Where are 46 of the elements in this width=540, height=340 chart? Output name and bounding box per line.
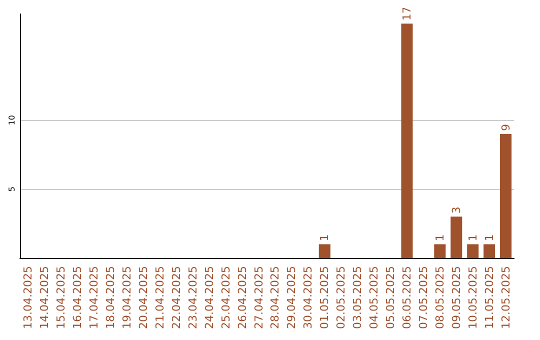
x-tick-label: 29.04.2025 [285, 266, 298, 330]
x-tick-label: 07.05.2025 [416, 266, 430, 330]
x-tick-label: 08.05.2025 [433, 266, 446, 330]
x-tick-label: 18.04.2025 [104, 266, 118, 330]
x-tick-label: 16.04.2025 [71, 266, 84, 330]
x-tick-label: 17.04.2025 [88, 266, 101, 330]
bar [318, 244, 330, 258]
x-tick-label: 01.05.2025 [318, 266, 332, 330]
x-tick-label: 30.04.2025 [302, 266, 315, 330]
x-tick-label: 03.05.2025 [351, 266, 364, 330]
x-tick-label: 09.05.2025 [450, 266, 463, 330]
data-label: 1 [482, 234, 496, 242]
x-tick-label: 10.05.2025 [466, 266, 480, 330]
x-tick-label: 24.04.2025 [202, 266, 216, 330]
data-label: 1 [318, 234, 332, 242]
y-tick-label: 5 [8, 186, 16, 192]
x-tick-label: 04.05.2025 [368, 266, 381, 330]
bar [484, 244, 496, 258]
x-tick-label: 02.05.2025 [334, 266, 348, 330]
x-tick-label: 06.05.2025 [400, 266, 414, 330]
bar [401, 24, 413, 258]
x-tick-label: 19.04.2025 [120, 266, 134, 330]
x-tick-label: 15.04.2025 [54, 266, 68, 330]
x-tick-label: 14.04.2025 [38, 266, 52, 330]
x-tick-label: 05.05.2025 [384, 266, 397, 330]
x-tick-label: 12.05.2025 [499, 266, 512, 330]
x-tick-label: 28.04.2025 [268, 266, 282, 330]
x-tick-label: 27.04.2025 [252, 266, 266, 330]
x-tick-label: 23.04.2025 [186, 266, 200, 330]
data-label: 17 [400, 6, 414, 21]
x-tick-label: 20.04.2025 [137, 266, 150, 330]
x-tick-label: 13.04.2025 [22, 266, 35, 330]
data-label: 9 [499, 124, 512, 131]
data-label: 1 [466, 234, 480, 242]
x-tick-label: 11.05.2025 [482, 266, 496, 330]
data-label: 1 [433, 234, 446, 242]
y-tick-label: 10 [8, 115, 16, 126]
bar [434, 244, 446, 258]
x-tick-label: 22.04.2025 [170, 266, 183, 330]
bar [500, 134, 512, 258]
x-tick-label: 21.04.2025 [153, 266, 166, 330]
x-tick-label: 26.04.2025 [236, 266, 249, 330]
x-tick-label: 25.04.2025 [219, 266, 232, 330]
bar [450, 216, 462, 258]
data-label: 3 [450, 206, 463, 214]
bar [467, 244, 479, 258]
